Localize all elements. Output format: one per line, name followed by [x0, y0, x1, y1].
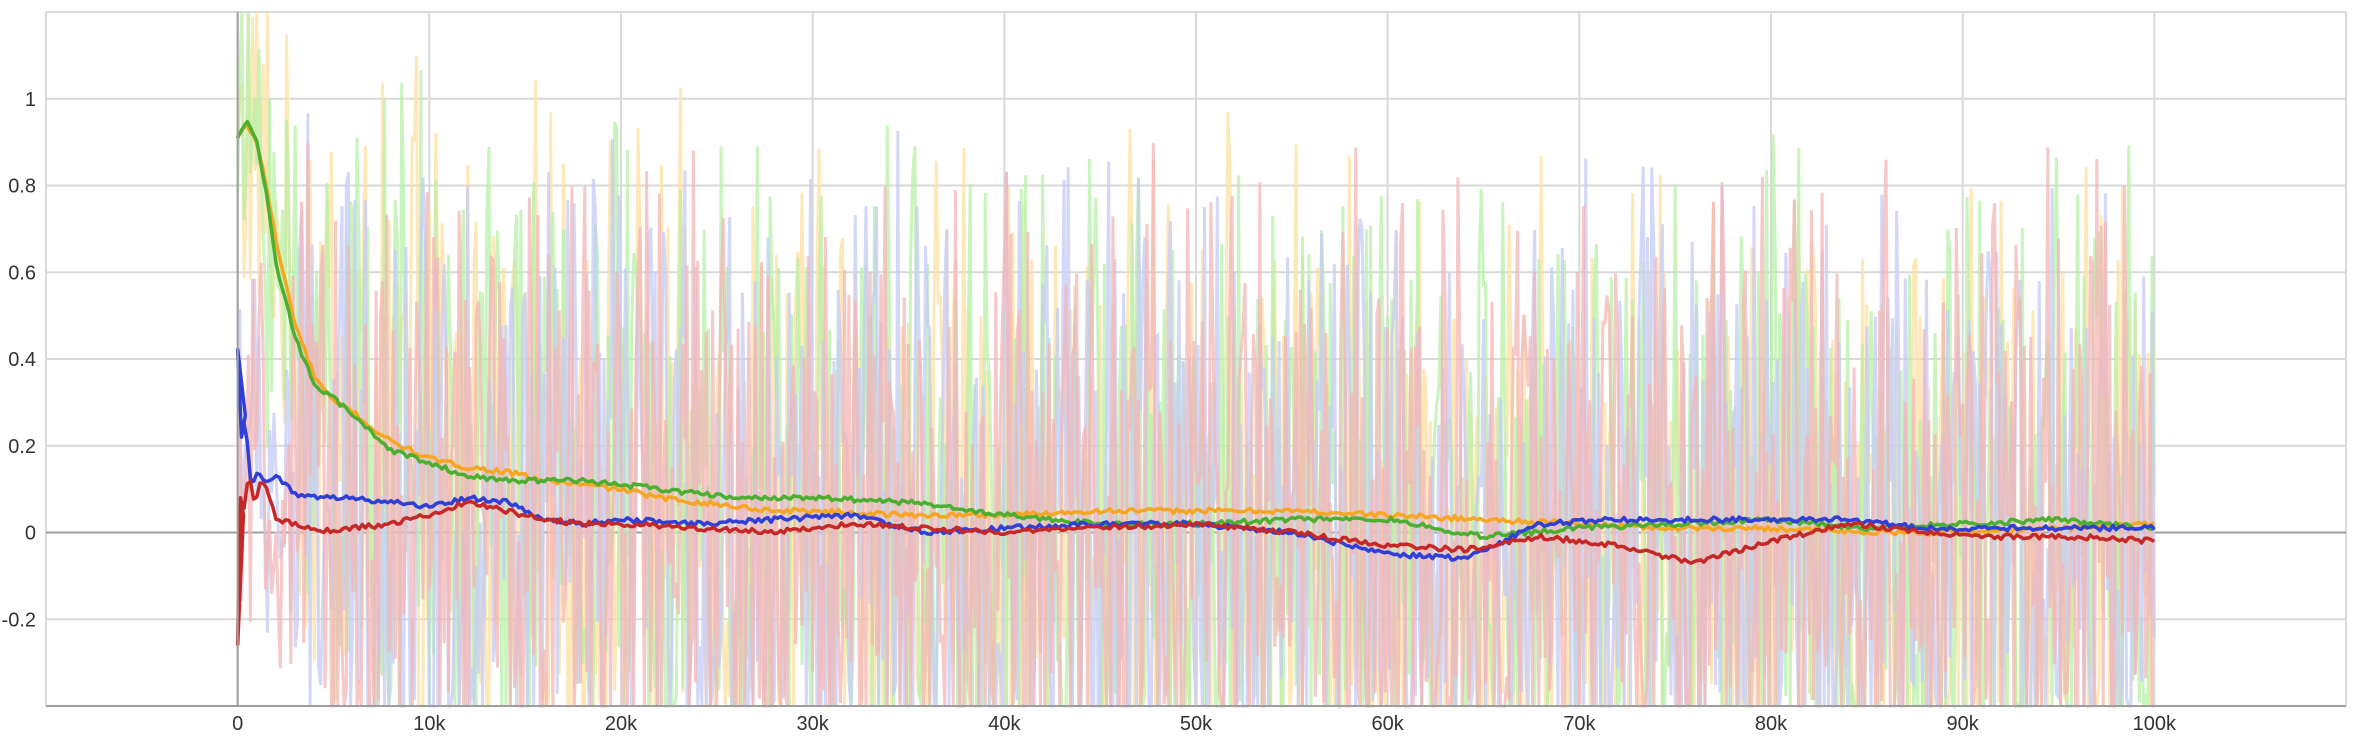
- y-tick-label: -0.2: [2, 609, 36, 631]
- x-tick-label: 10k: [413, 713, 446, 734]
- y-tick-label: 0: [25, 523, 36, 545]
- series-line-0: [235, 123, 2156, 537]
- y-tick-label: 1: [25, 89, 36, 111]
- x-tick-label: 50k: [1180, 713, 1213, 734]
- x-tick-label: 100k: [2133, 713, 2177, 734]
- y-tick-label: 0.6: [8, 262, 36, 284]
- x-tick-label: 80k: [1755, 713, 1788, 734]
- x-tick-label: 40k: [988, 713, 1021, 734]
- x-tick-label: 20k: [605, 713, 638, 734]
- x-tick-label: 30k: [797, 713, 830, 734]
- x-tick-label: 60k: [1372, 713, 1405, 734]
- series-layer: [235, 119, 2156, 647]
- series-line-3: [235, 479, 2156, 647]
- x-tick-label: 0: [232, 713, 243, 734]
- y-tick-label: 0.4: [8, 349, 36, 371]
- axis-layer: 0 10k 20k 30k 40k 50k 60k 70k 80k 90k 100k -0.2 0 0.2…: [2, 12, 2346, 735]
- raw-trace-3: [236, 143, 2155, 708]
- y-tick-label: 0.2: [8, 436, 36, 458]
- x-tick-label: 90k: [1947, 713, 1980, 734]
- x-tick-label: 70k: [1563, 713, 1596, 734]
- y-tick-label: 0.8: [8, 176, 36, 198]
